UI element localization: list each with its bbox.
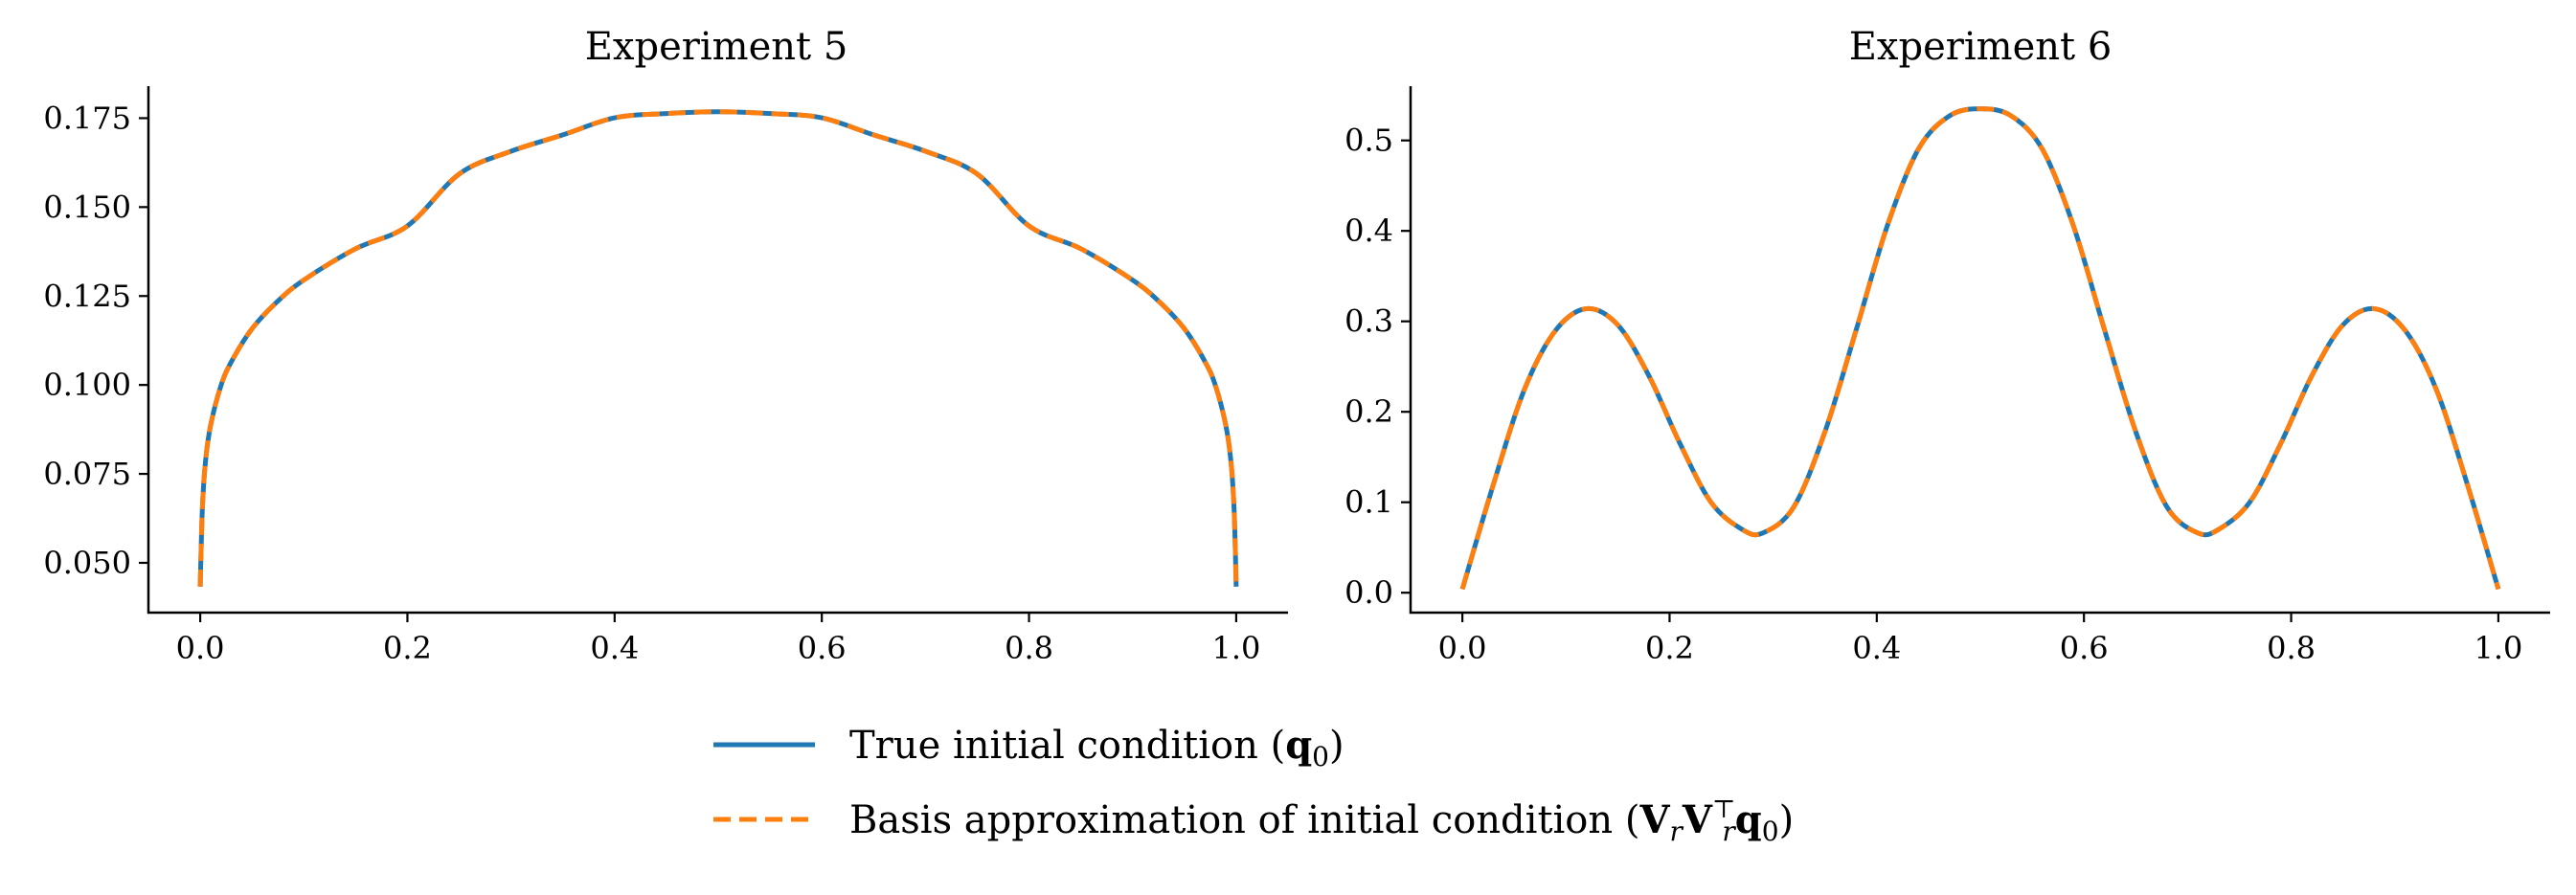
y-tick-label: 0.2 [1344, 393, 1393, 430]
legend-math: q [1285, 723, 1312, 768]
y-tick-label: 0.0 [1344, 574, 1393, 611]
x-ticks: 0.0 0.2 0.4 0.6 0.8 1.0 [1438, 613, 2522, 666]
panel-experiment-5: Experiment 5 0.0 0.2 0.4 0.6 0.8 1.0 0.0500.0… [43, 25, 1288, 666]
y-tick-label: 0.175 [43, 100, 131, 136]
y-tick-label: 0.4 [1344, 213, 1393, 249]
y-tick-label: 0.075 [43, 456, 131, 492]
x-tick-label: 0.4 [1852, 630, 1901, 666]
legend-math-sub: r [1670, 816, 1684, 847]
axes-frame [1409, 86, 2550, 615]
y-tick-label: 0.1 [1344, 484, 1393, 521]
legend-math: V [1638, 797, 1670, 842]
y-tick-label: 0.5 [1344, 123, 1393, 159]
legend-math2: V [1682, 797, 1713, 842]
legend-label-approx: Basis approximation of initial condition… [849, 795, 1794, 847]
series-line-approx [1459, 106, 2501, 591]
legend-label-text: True initial condition ( [849, 724, 1285, 768]
x-tick-label: 0.6 [798, 630, 847, 666]
legend-math2-sup: ⊤ [1712, 795, 1735, 824]
x-tick-label: 0.8 [2267, 630, 2316, 666]
x-tick-label: 0.2 [1645, 630, 1694, 666]
y-ticks: 0.0 0.1 0.2 0.3 0.4 0.5 [1344, 123, 1411, 611]
x-tick-label: 1.0 [1211, 630, 1260, 666]
legend-label-text: Basis approximation of initial condition… [849, 798, 1639, 842]
y-tick-label: 0.100 [43, 367, 131, 403]
legend-label-true: True initial condition (q0) [849, 723, 1344, 772]
x-tick-label: 0.4 [590, 630, 639, 666]
series-line-true [197, 109, 1239, 587]
series-line-true [1459, 106, 2501, 591]
y-tick-label: 0.125 [43, 278, 131, 314]
x-tick-label: 1.0 [2474, 630, 2522, 666]
y-tick-label: 0.150 [43, 189, 131, 225]
x-tick-label: 0.8 [1005, 630, 1053, 666]
series-line-approx [197, 109, 1239, 587]
y-tick-label: 0.050 [43, 545, 131, 581]
x-tick-label: 0.2 [383, 630, 432, 666]
legend-label-end: ) [1329, 724, 1344, 768]
legend-math3: q [1735, 797, 1762, 842]
chart-title: Experiment 5 [585, 25, 848, 69]
legend-math-sub: 0 [1312, 741, 1329, 772]
legend-math2-sub: r [1722, 816, 1736, 847]
series-lines [1459, 106, 2501, 591]
y-ticks: 0.050 0.075 0.100 0.125 0.150 0.175 [43, 100, 148, 581]
panel-experiment-6: Experiment 6 0.0 0.2 0.4 0.6 0.8 1.0 0.00.10.… [1344, 25, 2550, 666]
x-ticks: 0.0 0.2 0.4 0.6 0.8 1.0 [176, 613, 1260, 666]
y-tick-label: 0.3 [1344, 303, 1393, 340]
axes-frame [147, 86, 1288, 615]
legend: True initial condition (q0) Basis approx… [713, 723, 1794, 847]
series-lines [197, 109, 1239, 587]
x-tick-label: 0.0 [176, 630, 225, 666]
legend-label-end: ) [1779, 798, 1795, 842]
legend-math3-sub: 0 [1762, 816, 1779, 847]
x-tick-label: 0.6 [2060, 630, 2109, 666]
x-tick-label: 0.0 [1438, 630, 1487, 666]
chart-title: Experiment 6 [1849, 25, 2113, 69]
